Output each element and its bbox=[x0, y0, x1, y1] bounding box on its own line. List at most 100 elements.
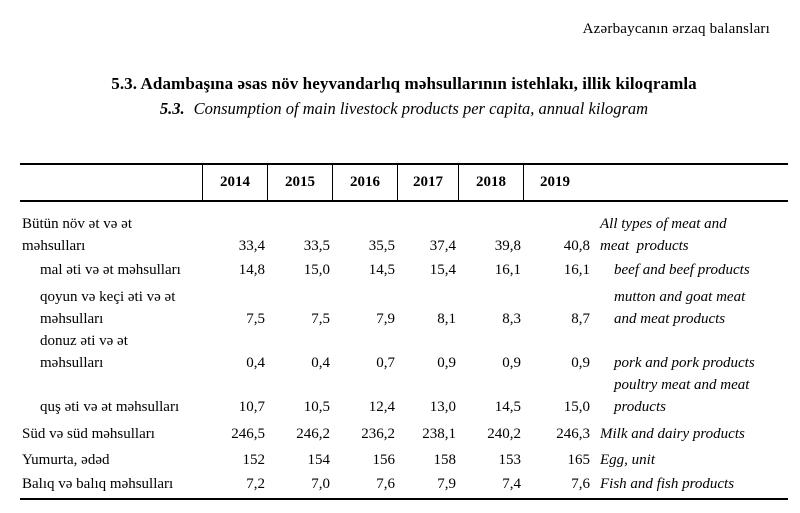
row-label-az: Süd və süd məhsulları bbox=[20, 423, 202, 445]
table-row: Yumurta, ədəd 152 154 156 158 153 165 Egg, unit bbox=[20, 449, 788, 471]
cell-value-2019: 0,9 bbox=[571, 355, 590, 371]
year-column-header: 2017 bbox=[397, 165, 458, 200]
consumption-table: 2014 2015 2016 2017 2018 2019 Bütün növ … bbox=[20, 163, 788, 500]
cell-value-2017: 8,1 bbox=[437, 311, 456, 327]
cell-value-2015: 33,5 bbox=[303, 238, 330, 254]
running-header: Azərbaycanın ərzaq balansları bbox=[582, 21, 770, 37]
table-body: Bütün növ ət və ət məhsulları 33,4 33,5 35,5… bbox=[20, 202, 788, 500]
cell-value-2015: 7,0 bbox=[311, 476, 330, 492]
cell-value-2018: 14,5 bbox=[494, 399, 521, 415]
cell-value-2019: 15,0 bbox=[563, 399, 590, 415]
header-label-spacer bbox=[20, 165, 202, 200]
cell-value-2019: 7,6 bbox=[571, 476, 590, 492]
row-label-az-line: quş əti və ət məhsulları bbox=[40, 399, 180, 415]
row-label-en-line: All types of meat and bbox=[600, 216, 727, 232]
cell-value-2016: 0,7 bbox=[376, 355, 395, 371]
year-column-header: 2016 bbox=[332, 165, 397, 200]
row-label-az: mal əti və ət məhsulları bbox=[20, 259, 202, 281]
cell-value-2014: 7,2 bbox=[246, 476, 265, 492]
row-label-az-line: donuz əti və ət bbox=[40, 333, 128, 349]
cell-value-2017: 7,9 bbox=[437, 476, 456, 492]
year-column-header: 2015 bbox=[267, 165, 332, 200]
cell-value-2017: 158 bbox=[433, 452, 457, 468]
cell-value-2017: 0,9 bbox=[437, 355, 456, 371]
row-label-az: quş əti və ət məhsulları bbox=[20, 396, 202, 418]
cell-value-2019: 16,1 bbox=[563, 262, 590, 278]
cell-value-2016: 14,5 bbox=[368, 262, 395, 278]
row-label-en: Milk and dairy products bbox=[590, 423, 788, 445]
table-row: mal əti və ət məhsulları 14,8 15,0 14,5 15,4… bbox=[20, 259, 788, 281]
row-label-az: donuz əti və ət məhsulları bbox=[20, 330, 202, 374]
cell-value-2014: 246,5 bbox=[231, 426, 265, 442]
cell-value-2018: 8,3 bbox=[502, 311, 521, 327]
cell-value-2019: 40,8 bbox=[563, 238, 590, 254]
row-label-az-line: məhsulları bbox=[22, 238, 86, 254]
cell-value-2018: 7,4 bbox=[502, 476, 521, 492]
row-label-az-line: Bütün növ ət və ət bbox=[22, 216, 132, 232]
row-label-az-line: Süd və süd məhsulları bbox=[22, 426, 155, 442]
cell-value-2014: 14,8 bbox=[238, 262, 265, 278]
cell-value-2019: 165 bbox=[567, 452, 591, 468]
cell-value-2018: 0,9 bbox=[502, 355, 521, 371]
last-column-cell: 8,7 mutton and goat meat and meat products bbox=[523, 286, 788, 330]
cell-value-2016: 7,6 bbox=[376, 476, 395, 492]
table-row: qoyun və keçi əti və ət məhsulları 7,5 7,5 7… bbox=[20, 286, 788, 330]
cell-value-2015: 154 bbox=[307, 452, 331, 468]
row-label-az: qoyun və keçi əti və ət məhsulları bbox=[20, 286, 202, 330]
cell-value-2018: 16,1 bbox=[494, 262, 521, 278]
row-label-en: All types of meat and meat products bbox=[590, 213, 788, 257]
year-column-header: 2014 bbox=[202, 165, 267, 200]
row-label-az: Bütün növ ət və ət məhsulları bbox=[20, 213, 202, 257]
row-label-en-line: Milk and dairy products bbox=[600, 426, 745, 442]
row-label-az-line: məhsulları bbox=[40, 311, 104, 327]
table-title-en: 5.3. Consumption of main livestock produc… bbox=[20, 99, 788, 119]
row-label-en-line: beef and beef products bbox=[614, 262, 750, 278]
cell-value-2014: 7,5 bbox=[246, 311, 265, 327]
row-label-en-line: and meat products bbox=[614, 311, 726, 327]
cell-value-2017: 15,4 bbox=[429, 262, 456, 278]
cell-value-2014: 152 bbox=[242, 452, 266, 468]
row-label-az: Yumurta, ədəd bbox=[20, 449, 202, 471]
row-label-en-line: Egg, unit bbox=[600, 452, 655, 468]
cell-value-2016: 236,2 bbox=[361, 426, 395, 442]
row-label-en-line: meat products bbox=[600, 238, 689, 254]
last-column-cell: 246,3 Milk and dairy products bbox=[523, 423, 788, 445]
row-label-en: poultry meat and meat products bbox=[590, 374, 788, 418]
table-title-az: 5.3. Adambaşına əsas növ heyvandarlıq mə… bbox=[111, 74, 697, 93]
row-label-en-line: mutton and goat meat bbox=[614, 289, 746, 305]
cell-value-2017: 238,1 bbox=[422, 426, 456, 442]
last-column-cell: 165 Egg, unit bbox=[523, 449, 788, 471]
row-label-az-line: Yumurta, ədəd bbox=[22, 452, 110, 468]
last-column-cell: 16,1 beef and beef products bbox=[523, 259, 788, 281]
table-row: Süd və süd məhsulları 246,5 246,2 236,2 238,… bbox=[20, 423, 788, 445]
row-label-en-line: Fish and fish products bbox=[600, 476, 735, 492]
last-column-cell: 0,9 pork and pork products bbox=[523, 352, 788, 374]
table-row: quş əti və ət məhsulları 10,7 10,5 12,4 13,0… bbox=[20, 374, 788, 418]
last-column-cell: 40,8 All types of meat and meat products bbox=[523, 213, 788, 257]
row-label-en: beef and beef products bbox=[590, 259, 788, 281]
cell-value-2016: 35,5 bbox=[368, 238, 395, 254]
row-label-en: Egg, unit bbox=[590, 449, 788, 471]
cell-value-2018: 39,8 bbox=[494, 238, 521, 254]
cell-value-2016: 12,4 bbox=[368, 399, 395, 415]
cell-value-2018: 153 bbox=[498, 452, 522, 468]
year-column-header: 2018 bbox=[458, 165, 523, 200]
cell-value-2014: 33,4 bbox=[238, 238, 265, 254]
table-header-row: 2014 2015 2016 2017 2018 2019 bbox=[20, 163, 788, 202]
last-column-cell: 15,0 poultry meat and meat products bbox=[523, 374, 788, 418]
cell-value-2014: 10,7 bbox=[238, 399, 265, 415]
row-label-en: pork and pork products bbox=[590, 352, 788, 374]
cell-value-2019: 246,3 bbox=[556, 426, 590, 442]
year-column-header: 2019 bbox=[523, 165, 788, 200]
row-label-az-line: qoyun və keçi əti və ət bbox=[40, 289, 176, 305]
table-row: Bütün növ ət və ət məhsulları 33,4 33,5 35,5… bbox=[20, 213, 788, 257]
cell-value-2018: 240,2 bbox=[487, 426, 521, 442]
row-label-az: Balıq və balıq məhsulları bbox=[20, 473, 202, 495]
cell-value-2014: 0,4 bbox=[246, 355, 265, 371]
table-row: donuz əti və ət məhsulları 0,4 0,4 0,7 0,9 0,9… bbox=[20, 330, 788, 374]
table-row: Balıq və balıq məhsulları 7,2 7,0 7,6 7,9 7,4… bbox=[20, 473, 788, 495]
cell-value-2016: 156 bbox=[372, 452, 396, 468]
row-label-en-line: products bbox=[614, 399, 666, 415]
cell-value-2015: 10,5 bbox=[303, 399, 330, 415]
